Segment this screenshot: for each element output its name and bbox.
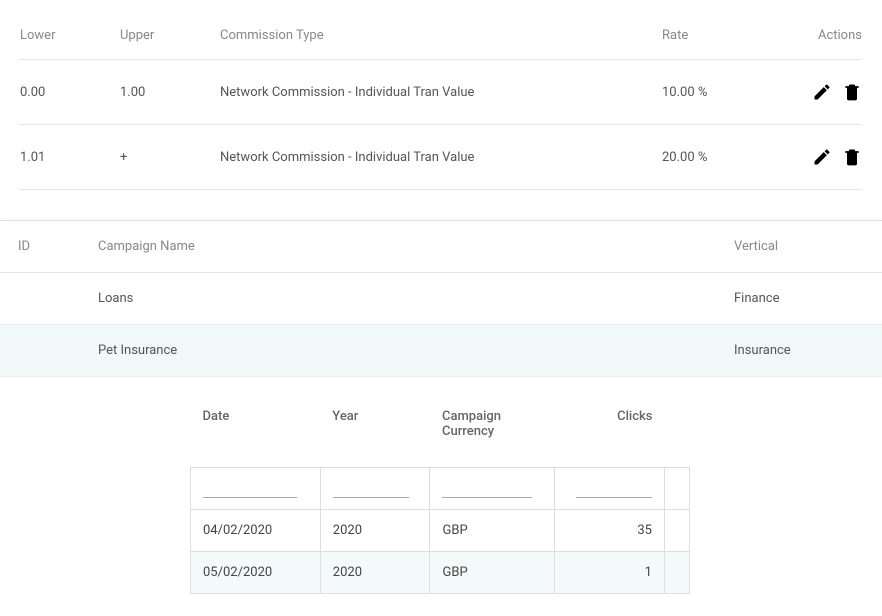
delete-button[interactable]	[842, 147, 862, 167]
cell-lower: 1.01	[20, 150, 120, 165]
campaign-table-header: ID Campaign Name Vertical	[0, 221, 882, 273]
delete-button[interactable]	[842, 82, 862, 102]
edit-button[interactable]	[812, 82, 832, 102]
cell-rate: 20.00 %	[662, 150, 782, 165]
filter-date[interactable]	[191, 468, 321, 510]
pencil-icon	[812, 82, 832, 102]
commission-table: Lower Upper Commission Type Rate Actions…	[0, 0, 882, 189]
cell-currency: GBP	[430, 552, 555, 594]
cell-rate: 10.00 %	[662, 85, 782, 100]
header-tail	[664, 397, 689, 468]
stats-row[interactable]: 04/02/2020 2020 GBP 35	[191, 510, 690, 552]
cell-name: Loans	[98, 291, 734, 306]
commission-table-bottom-border	[20, 189, 862, 190]
stats-filter-row	[191, 468, 690, 510]
edit-button[interactable]	[812, 147, 832, 167]
header-vertical: Vertical	[734, 239, 864, 254]
campaign-table: ID Campaign Name Vertical Loans Finance …	[0, 220, 882, 377]
header-year[interactable]: Year	[320, 397, 430, 468]
stats-table: Date Year Campaign Currency Clicks 04/02…	[190, 397, 690, 594]
filter-currency[interactable]	[430, 468, 555, 510]
header-lower: Lower	[20, 28, 120, 43]
stats-header-row: Date Year Campaign Currency Clicks	[191, 397, 690, 468]
cell-clicks: 1	[555, 552, 665, 594]
header-actions: Actions	[782, 28, 862, 43]
campaign-row[interactable]: Pet Insurance Insurance	[0, 325, 882, 377]
filter-clicks[interactable]	[555, 468, 665, 510]
cell-actions	[782, 82, 862, 102]
cell-tail	[664, 552, 689, 594]
cell-currency: GBP	[430, 510, 555, 552]
cell-lower: 0.00	[20, 85, 120, 100]
cell-clicks: 35	[555, 510, 665, 552]
commission-table-header: Lower Upper Commission Type Rate Actions	[20, 0, 862, 59]
stats-table-wrapper: Date Year Campaign Currency Clicks 04/02…	[0, 397, 882, 594]
cell-date: 05/02/2020	[191, 552, 321, 594]
cell-year: 2020	[320, 510, 430, 552]
stats-row[interactable]: 05/02/2020 2020 GBP 1	[191, 552, 690, 594]
cell-tail	[664, 510, 689, 552]
trash-icon	[842, 147, 862, 167]
cell-type: Network Commission - Individual Tran Val…	[220, 150, 662, 165]
filter-year[interactable]	[320, 468, 430, 510]
header-upper: Upper	[120, 28, 220, 43]
trash-icon	[842, 82, 862, 102]
header-name: Campaign Name	[98, 239, 734, 254]
filter-tail	[664, 468, 689, 510]
header-currency[interactable]: Campaign Currency	[430, 397, 555, 468]
header-actions-label: Actions	[818, 28, 862, 43]
cell-date: 04/02/2020	[191, 510, 321, 552]
cell-year: 2020	[320, 552, 430, 594]
pencil-icon	[812, 147, 832, 167]
cell-type: Network Commission - Individual Tran Val…	[220, 85, 662, 100]
campaign-row[interactable]: Loans Finance	[0, 273, 882, 325]
cell-upper: +	[120, 150, 220, 165]
cell-id	[18, 291, 98, 306]
header-id: ID	[18, 239, 98, 254]
cell-vertical: Finance	[734, 291, 864, 306]
commission-row: 1.01 + Network Commission - Individual T…	[20, 124, 862, 189]
cell-vertical: Insurance	[734, 343, 864, 358]
header-clicks[interactable]: Clicks	[555, 397, 665, 468]
cell-name: Pet Insurance	[98, 343, 734, 358]
cell-actions	[782, 147, 862, 167]
commission-row: 0.00 1.00 Network Commission - Individua…	[20, 59, 862, 124]
cell-upper: 1.00	[120, 85, 220, 100]
header-date[interactable]: Date	[191, 397, 321, 468]
cell-id	[18, 343, 98, 358]
header-rate: Rate	[662, 28, 782, 43]
header-type: Commission Type	[220, 28, 662, 43]
